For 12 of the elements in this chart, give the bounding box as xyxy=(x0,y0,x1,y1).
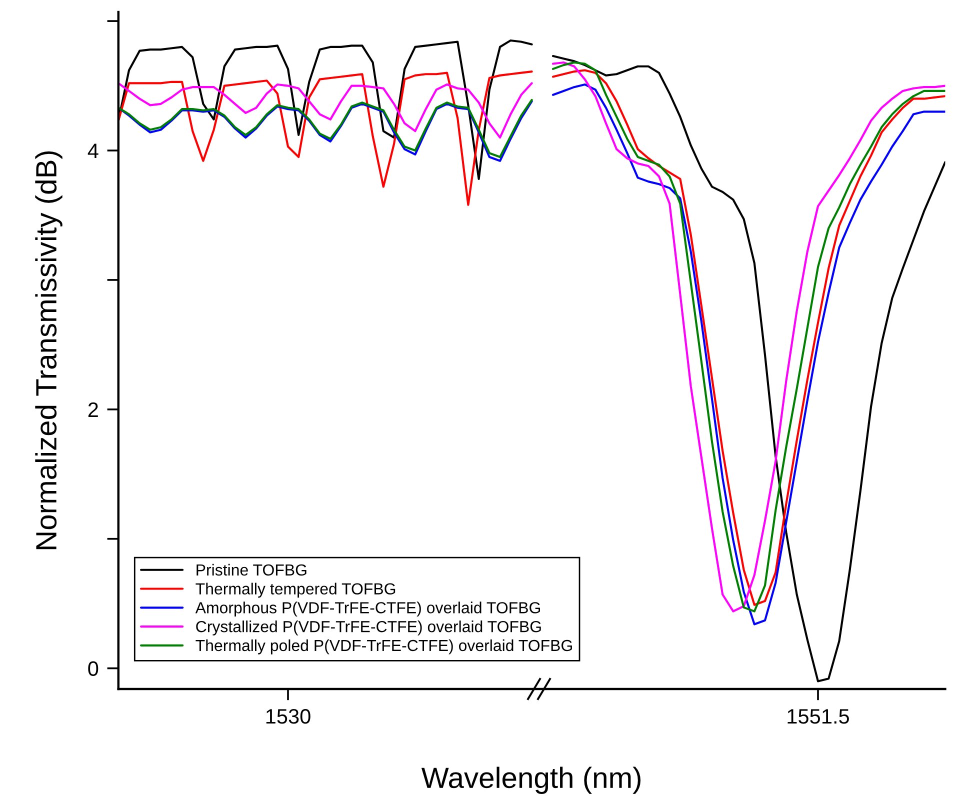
x-tick-label: 1530 xyxy=(266,708,310,724)
y-axis-title: Normalized Transmissivity (dB) xyxy=(35,151,62,550)
legend-label: Crystallized P(VDF-TrFE-CTFE) overlaid TOFBG xyxy=(196,620,541,636)
y-tick-label: 0 xyxy=(88,661,98,676)
y-tick-label: 4 xyxy=(88,144,98,158)
legend-label: Amorphous P(VDF-TrFE-CTFE) overlaid TOFBG xyxy=(195,602,540,617)
legend-label: Thermally tempered TOFBG xyxy=(196,582,396,598)
legend-label: Thermally poled P(VDF-TrFE-CTFE) overlaid TOFBG xyxy=(196,639,572,654)
x-axis-title: Wavelength (nm) xyxy=(421,766,640,794)
legend-label: Pristine TOFBG xyxy=(196,564,306,576)
x-tick-label: 1551.5 xyxy=(788,709,849,724)
y-tick-label: 2 xyxy=(88,402,98,417)
